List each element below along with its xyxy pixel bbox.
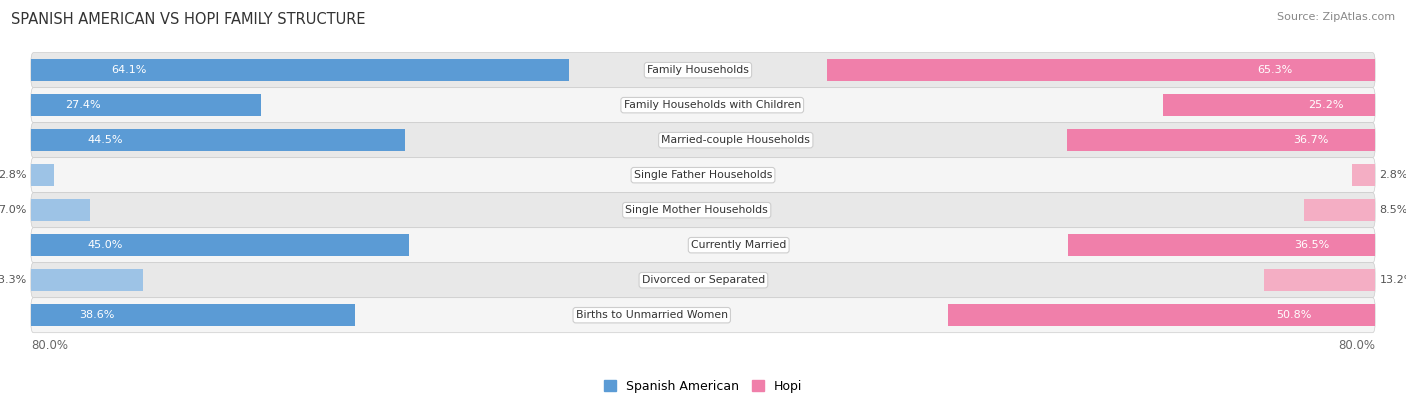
Bar xyxy=(31,304,356,326)
Text: 7.0%: 7.0% xyxy=(0,205,27,215)
Text: SPANISH AMERICAN VS HOPI FAMILY STRUCTURE: SPANISH AMERICAN VS HOPI FAMILY STRUCTUR… xyxy=(11,12,366,27)
Bar xyxy=(1351,164,1375,186)
FancyBboxPatch shape xyxy=(31,263,1375,298)
Text: Married-couple Households: Married-couple Households xyxy=(661,135,810,145)
Text: 13.3%: 13.3% xyxy=(0,275,27,285)
Text: 25.2%: 25.2% xyxy=(1308,100,1343,110)
Text: 13.2%: 13.2% xyxy=(1379,275,1406,285)
Bar xyxy=(948,304,1375,326)
Text: 50.8%: 50.8% xyxy=(1275,310,1312,320)
Text: 38.6%: 38.6% xyxy=(80,310,115,320)
Bar xyxy=(31,199,90,221)
Bar xyxy=(31,129,405,151)
Bar xyxy=(1067,129,1375,151)
Bar xyxy=(31,94,262,116)
FancyBboxPatch shape xyxy=(31,228,1375,263)
Text: 8.5%: 8.5% xyxy=(1379,205,1406,215)
Text: 36.7%: 36.7% xyxy=(1294,135,1329,145)
Bar xyxy=(1303,199,1375,221)
Bar xyxy=(1264,269,1375,291)
Bar xyxy=(1163,94,1375,116)
Text: 80.0%: 80.0% xyxy=(1339,339,1375,352)
Text: 2.8%: 2.8% xyxy=(1379,170,1406,180)
Text: Divorced or Separated: Divorced or Separated xyxy=(641,275,765,285)
Text: Single Mother Households: Single Mother Households xyxy=(626,205,768,215)
Text: 45.0%: 45.0% xyxy=(87,240,122,250)
FancyBboxPatch shape xyxy=(31,88,1375,123)
Bar xyxy=(827,59,1375,81)
Text: Family Households: Family Households xyxy=(647,65,749,75)
Bar xyxy=(31,234,409,256)
Text: 65.3%: 65.3% xyxy=(1257,65,1294,75)
FancyBboxPatch shape xyxy=(31,123,1375,158)
Text: Births to Unmarried Women: Births to Unmarried Women xyxy=(575,310,728,320)
Text: Source: ZipAtlas.com: Source: ZipAtlas.com xyxy=(1277,12,1395,22)
Text: Single Father Households: Single Father Households xyxy=(634,170,772,180)
Text: 44.5%: 44.5% xyxy=(87,135,122,145)
Text: 27.4%: 27.4% xyxy=(66,100,101,110)
Bar xyxy=(31,164,55,186)
Text: 64.1%: 64.1% xyxy=(111,65,148,75)
FancyBboxPatch shape xyxy=(31,53,1375,88)
Text: Family Households with Children: Family Households with Children xyxy=(624,100,801,110)
Bar xyxy=(31,59,569,81)
FancyBboxPatch shape xyxy=(31,298,1375,333)
Text: Currently Married: Currently Married xyxy=(690,240,786,250)
FancyBboxPatch shape xyxy=(31,158,1375,193)
Text: 36.5%: 36.5% xyxy=(1294,240,1329,250)
Legend: Spanish American, Hopi: Spanish American, Hopi xyxy=(599,375,807,395)
Bar xyxy=(31,269,142,291)
Text: 2.8%: 2.8% xyxy=(0,170,27,180)
FancyBboxPatch shape xyxy=(31,193,1375,228)
Text: 80.0%: 80.0% xyxy=(31,339,67,352)
Bar xyxy=(1069,234,1375,256)
